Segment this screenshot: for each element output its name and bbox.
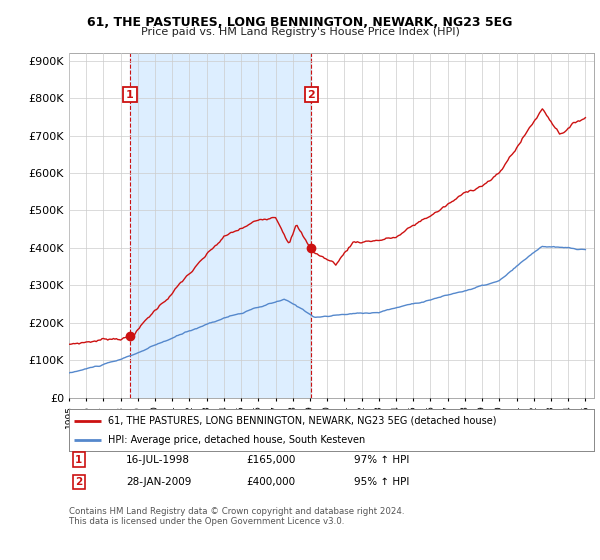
Text: 61, THE PASTURES, LONG BENNINGTON, NEWARK, NG23 5EG: 61, THE PASTURES, LONG BENNINGTON, NEWAR… [88,16,512,29]
Text: 61, THE PASTURES, LONG BENNINGTON, NEWARK, NG23 5EG (detached house): 61, THE PASTURES, LONG BENNINGTON, NEWAR… [109,416,497,426]
Text: HPI: Average price, detached house, South Kesteven: HPI: Average price, detached house, Sout… [109,435,365,445]
Text: 16-JUL-1998: 16-JUL-1998 [126,455,190,465]
Text: £400,000: £400,000 [246,477,295,487]
Bar [130,53,311,398]
Text: Contains HM Land Registry data © Crown copyright and database right 2024.
This d: Contains HM Land Registry data © Crown c… [69,507,404,526]
Text: £165,000: £165,000 [246,455,295,465]
Text: 95% ↑ HPI: 95% ↑ HPI [354,477,409,487]
Text: 2: 2 [75,477,82,487]
Text: Price paid vs. HM Land Registry's House Price Index (HPI): Price paid vs. HM Land Registry's House … [140,27,460,37]
Text: 1: 1 [126,90,134,100]
Text: 97% ↑ HPI: 97% ↑ HPI [354,455,409,465]
Text: 1: 1 [75,455,82,465]
Text: 28-JAN-2009: 28-JAN-2009 [126,477,191,487]
Text: 2: 2 [307,90,315,100]
